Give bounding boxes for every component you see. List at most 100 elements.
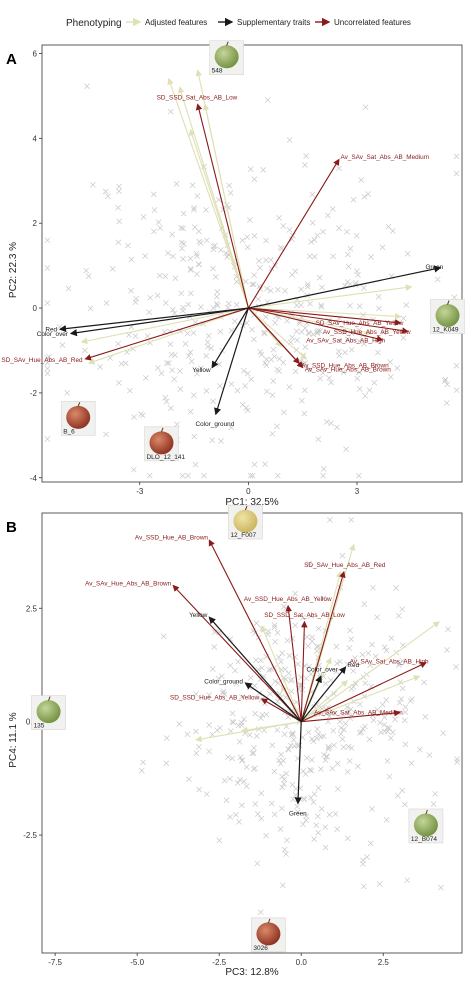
scatter-point bbox=[313, 822, 320, 829]
scatter-point bbox=[348, 346, 355, 353]
scatter-point bbox=[372, 653, 379, 660]
scatter-point bbox=[242, 278, 249, 285]
scatter-point bbox=[347, 706, 354, 713]
scatter-point bbox=[236, 738, 243, 745]
scatter-point bbox=[344, 336, 351, 342]
scatter-point bbox=[44, 300, 51, 306]
x-tick-label: -2.5 bbox=[212, 958, 226, 967]
scatter-point bbox=[335, 786, 341, 792]
scatter-point bbox=[272, 678, 279, 685]
scatter-point bbox=[263, 356, 270, 363]
scatter-point bbox=[264, 97, 271, 103]
scatter-point bbox=[444, 647, 450, 653]
scatter-point bbox=[354, 268, 360, 275]
scatter-point bbox=[185, 353, 192, 359]
scatter-point bbox=[271, 811, 278, 818]
uncorrelated-feature-arrow bbox=[285, 604, 302, 722]
scatter-point bbox=[191, 433, 198, 440]
scatter-point bbox=[271, 353, 278, 360]
scatter-point bbox=[344, 228, 350, 235]
scatter-point bbox=[293, 699, 300, 706]
scatter-point bbox=[171, 376, 178, 383]
scatter-point bbox=[302, 344, 309, 351]
scatter-point bbox=[65, 285, 72, 292]
scatter-point bbox=[347, 245, 354, 252]
scatter-point bbox=[201, 472, 207, 479]
scatter-point bbox=[227, 662, 234, 669]
scatter-point bbox=[370, 717, 377, 724]
scatter-point bbox=[348, 745, 355, 751]
scatter-point bbox=[375, 293, 382, 300]
scatter-point bbox=[185, 301, 192, 308]
scatter-point bbox=[216, 837, 223, 844]
scatter-point bbox=[336, 352, 343, 359]
scatter-point bbox=[400, 335, 407, 341]
scatter-point bbox=[227, 636, 234, 642]
scatter-point bbox=[274, 727, 281, 733]
scatter-point bbox=[196, 743, 202, 750]
scatter-point bbox=[375, 349, 381, 356]
scatter-point bbox=[355, 763, 361, 770]
scatter-point bbox=[386, 725, 393, 732]
scatter-point bbox=[376, 881, 383, 887]
scatter-point bbox=[334, 826, 341, 833]
scatter-point bbox=[288, 677, 294, 684]
scatter-point bbox=[249, 750, 256, 757]
scatter-point bbox=[253, 657, 259, 664]
scatter-point bbox=[184, 330, 191, 337]
scatter-point bbox=[453, 153, 460, 160]
scatter-point bbox=[280, 359, 287, 366]
scatter-point bbox=[180, 307, 186, 314]
scatter-point bbox=[185, 472, 191, 479]
scatter-point bbox=[365, 191, 372, 197]
scatter-point bbox=[289, 334, 296, 341]
scatter-point bbox=[434, 276, 441, 283]
scatter-point bbox=[309, 638, 316, 645]
scatter-point bbox=[320, 595, 327, 602]
scatter-point bbox=[244, 234, 251, 240]
scatter-point bbox=[307, 300, 313, 307]
adjusted-feature-arrow bbox=[88, 307, 249, 365]
scatter-point bbox=[285, 746, 292, 752]
scatter-point bbox=[293, 328, 300, 335]
scatter-point bbox=[442, 378, 448, 384]
scatter-point bbox=[358, 177, 365, 183]
scatter-point bbox=[217, 383, 223, 389]
scatter-point bbox=[151, 207, 158, 213]
scatter-point bbox=[309, 191, 316, 198]
scatter-point bbox=[269, 742, 276, 749]
scatter-point bbox=[191, 204, 197, 211]
scatter-point bbox=[154, 365, 161, 371]
scatter-point bbox=[236, 818, 242, 825]
apple-icon bbox=[149, 431, 174, 455]
scatter-point bbox=[249, 281, 256, 288]
scatter-point bbox=[295, 661, 301, 668]
apple-thumbnail: B_6 bbox=[60, 401, 96, 436]
uncorrelated-feature-label: Av_SAv_Hue_Abs_AB_Brown bbox=[305, 367, 392, 374]
scatter-point bbox=[311, 253, 318, 260]
scatter-point bbox=[407, 698, 414, 704]
scatter-point bbox=[336, 225, 342, 232]
scatter-point bbox=[289, 236, 295, 243]
apple-thumbnail: DLO_12_141 bbox=[144, 426, 186, 462]
scatter-point bbox=[220, 206, 227, 213]
plot-frame bbox=[41, 44, 463, 483]
scatter-point bbox=[322, 844, 329, 851]
adjusted-feature-arrow bbox=[248, 307, 308, 360]
scatter-point bbox=[227, 814, 234, 820]
scatter-point bbox=[195, 228, 202, 235]
scatter-point bbox=[318, 303, 325, 310]
scatter-point bbox=[348, 330, 355, 336]
scatter-point bbox=[144, 333, 151, 339]
scatter-point bbox=[251, 272, 257, 279]
uncorrelated-feature-label: Av_SAv_Sat_Abs_AB_Medium bbox=[340, 154, 429, 161]
scatter-point bbox=[367, 662, 374, 669]
scatter-point bbox=[322, 680, 329, 687]
scatter-point bbox=[356, 730, 363, 736]
apple-icon bbox=[66, 405, 91, 429]
scatter-point bbox=[353, 279, 359, 286]
scatter-point bbox=[319, 284, 325, 291]
scatter-point bbox=[308, 671, 314, 677]
scatter-point bbox=[246, 732, 253, 738]
scatter-point bbox=[252, 801, 259, 807]
